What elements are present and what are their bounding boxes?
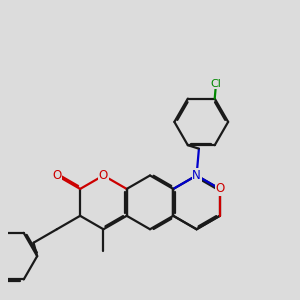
Text: O: O [52,169,62,182]
Text: Cl: Cl [211,79,221,89]
Text: O: O [99,169,108,182]
Text: O: O [215,182,224,195]
Text: N: N [192,169,201,182]
